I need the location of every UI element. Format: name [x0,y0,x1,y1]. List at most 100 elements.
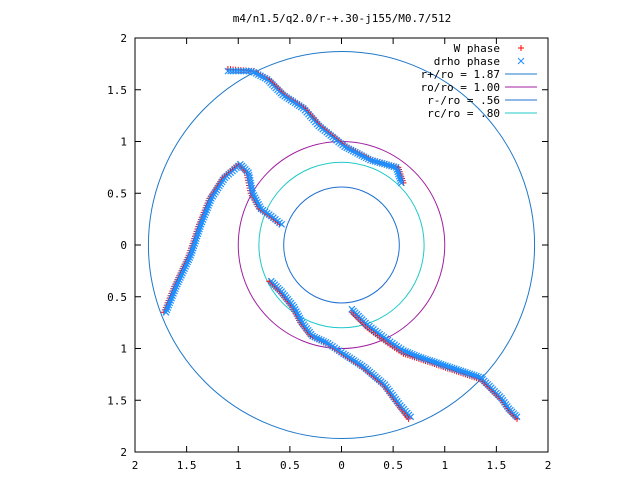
legend-label: r+/ro = 1.87 [421,68,500,81]
cross-b [250,192,258,199]
drho-phase-point [448,364,456,372]
cross-b [513,413,521,421]
cross-b [245,67,253,75]
drho-phase-point [397,179,405,187]
x-tick-label: 1 [235,459,242,472]
y-tick-label: 1.5 [107,394,127,407]
cross-b [448,364,456,372]
x-tick-label: 0.5 [280,459,300,472]
cross-b [227,67,234,75]
drho-phase-point [397,177,405,185]
cross-b [251,194,259,202]
cross-b [453,365,460,373]
axes: 2 1.5 1 0.5 0 0.5 1 1.5 221.510.500.511.52 [107,32,551,472]
drho-phase-point [246,176,254,184]
cross-b [459,368,467,375]
drho-phase-point [417,354,425,361]
drho-phase-point [466,370,474,378]
cross-b [383,161,391,169]
drho-phase-point [475,373,483,381]
data-points [160,66,521,422]
cross-b [428,357,436,365]
y-tick-label: 0.5 [107,291,127,304]
cross-b [322,338,330,346]
cross-b [351,148,359,156]
cross-b [419,354,427,362]
drho-phase-point [248,184,256,192]
drho-phase-point [395,170,402,178]
drho-phase-point [232,67,240,75]
cross-b [296,314,304,322]
cross-b [378,159,386,167]
drho-phase-point [459,368,467,375]
cross-b [252,196,260,204]
cross-b [374,158,381,166]
cross-b [362,154,370,162]
cross-b [446,363,454,371]
drho-phase-point [431,358,438,366]
drho-phase-point [406,349,414,357]
drho-phase-point [227,67,234,75]
cross-b [229,67,237,75]
cross-b [439,361,447,369]
cross-b [435,360,443,367]
drho-phase-point [371,158,379,165]
cross-b [473,372,480,380]
drho-phase-point [419,354,427,362]
cross-b [433,359,441,367]
drho-phase-point [235,67,242,75]
cross-b [309,332,317,340]
drho-phase-point [513,413,521,421]
drho-phase-point [240,67,248,75]
drho-phase-point [450,365,458,373]
x-tick-label: 1.5 [486,459,506,472]
y-tick-label: 2 [120,446,127,459]
cross-b [313,334,321,342]
cross-b [246,176,254,184]
cross-b [461,368,469,376]
cross-b [415,353,423,361]
cross-b [232,67,240,75]
y-tick-label: 0.5 [107,187,127,200]
y-tick-label: 1.5 [107,84,127,97]
drho-phase-point [374,158,381,166]
drho-phase-point [461,368,469,376]
cross-b [468,371,476,378]
drho-phase-point [422,355,429,363]
cross-b [248,187,256,195]
cross-b [417,354,425,361]
drho-phase-point [383,161,391,169]
drho-phase-point [400,347,407,354]
cross-b [343,144,351,152]
cross-b [295,312,303,320]
legend-label: W phase [454,42,500,55]
x-tick-label: 0.5 [383,459,403,472]
drho-phase-point [439,361,447,369]
drho-phase-point [444,362,452,370]
drho-phase-point [224,67,232,75]
drho-phase-point [246,174,254,182]
cross-b [475,373,483,381]
drho-phase-point [237,67,245,75]
cross-b [388,162,395,170]
cross-b [402,348,410,355]
cross-b [369,157,377,165]
cross-b [263,75,271,83]
drho-phase-point [376,159,384,167]
drho-phase-point [245,169,252,176]
cross-b [278,220,286,228]
drho-phase-point [433,359,441,367]
cross-b [371,158,379,165]
cross-b [250,68,258,76]
cross-b [360,153,368,161]
cross-b [404,348,412,356]
drho-phase-point [464,369,472,377]
drho-phase-point [407,413,415,421]
legend-cross-b [517,57,525,65]
drho-phase-point [468,371,476,378]
radius-circle [237,141,446,349]
cross-b [395,172,403,180]
cross-b [242,67,250,75]
cross-b [320,337,328,345]
drho-phase-point [424,356,432,364]
